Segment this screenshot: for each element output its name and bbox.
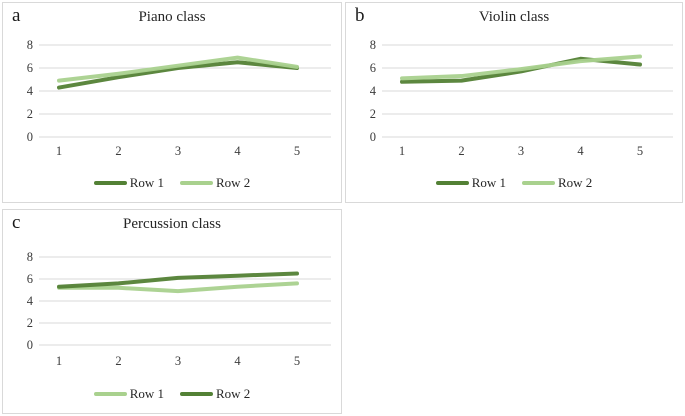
x-tick-label: 2 bbox=[115, 144, 121, 158]
legend-line-swatch bbox=[93, 392, 127, 396]
legend-label: Row 2 bbox=[216, 386, 251, 401]
y-tick-label: 6 bbox=[27, 61, 33, 75]
legend: Row 1 Row 2 bbox=[3, 175, 341, 191]
y-tick-label: 0 bbox=[27, 338, 33, 352]
legend-line-swatch bbox=[93, 181, 127, 185]
x-tick-label: 5 bbox=[637, 144, 643, 158]
legend-item: Row 2 bbox=[522, 175, 592, 191]
y-tick-label: 6 bbox=[370, 61, 376, 75]
y-tick-label: 4 bbox=[27, 84, 34, 98]
y-tick-label: 8 bbox=[27, 250, 33, 264]
legend-label: Row 2 bbox=[558, 175, 593, 190]
chart-title: Violin class bbox=[478, 9, 550, 25]
x-tick-label: 4 bbox=[234, 354, 241, 368]
panel-letter: a bbox=[12, 5, 21, 26]
x-tick-label: 4 bbox=[577, 144, 584, 158]
legend: Row 1 Row 2 bbox=[346, 175, 682, 191]
y-tick-label: 4 bbox=[370, 84, 377, 98]
chart-title: Percussion class bbox=[123, 216, 221, 232]
line-chart: 0 2 4 6 8 1 2 3 4 5 bbox=[27, 38, 331, 158]
x-tick-label: 1 bbox=[399, 144, 405, 158]
x-tick-label: 3 bbox=[175, 354, 181, 368]
legend-item: Row 1 bbox=[435, 175, 506, 191]
x-tick-label: 1 bbox=[56, 144, 62, 158]
legend-item: Row 2 bbox=[180, 175, 250, 191]
y-tick-label: 0 bbox=[370, 130, 376, 144]
panel-letter: c bbox=[12, 212, 21, 233]
series-line-row-2 bbox=[57, 271, 299, 289]
y-tick-label: 4 bbox=[27, 294, 34, 308]
x-tick-label: 2 bbox=[458, 144, 464, 158]
legend-line-swatch bbox=[180, 181, 213, 185]
legend-item: Row 1 bbox=[93, 386, 164, 402]
x-tick-label: 4 bbox=[234, 144, 241, 158]
line-chart: 0 2 4 6 8 1 2 3 4 5 bbox=[27, 250, 331, 368]
panel-percussion-class: c Percussion class 0 2 4 6 8 1 2 3 4 5 Row 1 Row … bbox=[2, 209, 342, 414]
y-tick-label: 2 bbox=[370, 107, 376, 121]
series-line-row-2 bbox=[400, 54, 642, 81]
legend-line-swatch bbox=[180, 392, 213, 396]
legend-label: Row 2 bbox=[216, 175, 251, 190]
legend-label: Row 1 bbox=[129, 386, 164, 401]
legend-line-swatch bbox=[435, 181, 469, 185]
x-tick-label: 2 bbox=[115, 354, 121, 368]
legend-line-swatch bbox=[522, 181, 555, 185]
panel-violin-class: b Violin class 0 2 4 6 8 1 2 3 4 5 Row 1 Row 2 bbox=[345, 2, 683, 203]
y-tick-label: 6 bbox=[27, 272, 33, 286]
x-tick-label: 5 bbox=[294, 144, 300, 158]
legend: Row 1 Row 2 bbox=[3, 386, 341, 402]
panel-letter: b bbox=[355, 5, 365, 26]
legend-item: Row 2 bbox=[180, 386, 250, 402]
series-line-row-1 bbox=[57, 281, 299, 294]
x-tick-label: 1 bbox=[56, 354, 62, 368]
series-line-row-2 bbox=[57, 55, 299, 83]
legend-label: Row 1 bbox=[471, 175, 506, 190]
x-tick-label: 5 bbox=[294, 354, 300, 368]
x-tick-label: 3 bbox=[518, 144, 524, 158]
y-tick-label: 2 bbox=[27, 107, 33, 121]
y-tick-label: 8 bbox=[27, 38, 33, 52]
legend-item: Row 1 bbox=[93, 175, 164, 191]
y-tick-label: 0 bbox=[27, 130, 33, 144]
panel-piano-class: a Piano class 0 2 4 6 8 1 2 3 4 5 Row 1 Row 2 bbox=[2, 2, 342, 203]
series-line-row-1 bbox=[57, 60, 299, 90]
x-tick-label: 3 bbox=[175, 144, 181, 158]
legend-label: Row 1 bbox=[129, 175, 164, 190]
y-tick-label: 8 bbox=[370, 38, 376, 52]
chart-title: Piano class bbox=[138, 9, 206, 25]
line-chart: 0 2 4 6 8 1 2 3 4 5 bbox=[370, 38, 673, 158]
y-tick-label: 2 bbox=[27, 316, 33, 330]
